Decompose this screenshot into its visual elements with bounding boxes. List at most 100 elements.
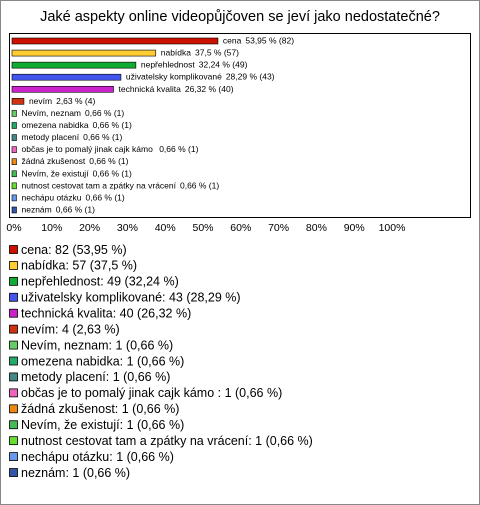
bar [11,158,17,165]
legend-swatch [9,356,18,366]
legend-label: nechápu otázku: 1 (0,66 %) [21,450,174,464]
legend-label: cena: 82 (53,95 %) [21,243,127,257]
x-tick-label: 70% [268,222,289,234]
legend-swatch [9,436,18,446]
bar [11,134,17,141]
value-label: 32,24 % (49) [199,60,248,70]
bar-label: nabídka 37,5 % (57) [161,48,239,58]
legend-label: nutnost cestovat tam a zpátky na vrácení… [21,434,313,448]
x-tick-label: 10% [41,222,62,234]
legend-label: občas je to pomalý jinak cajk kámo : 1 (… [21,386,282,400]
bar [11,37,219,45]
value-label: 0,66 % (1) [89,156,128,166]
value-label: 0,66 % (1) [86,193,125,203]
legend-swatch [9,340,18,350]
category-label: omezena nabidka [21,120,88,130]
category-label: nabídka [161,48,192,58]
bar [11,98,25,105]
x-tick-label: 90% [344,222,365,234]
legend-swatch [9,276,18,286]
bar [11,206,17,214]
bar [11,122,17,129]
bar-label: nevím 2,63 % (4) [29,96,96,106]
bar [11,49,157,57]
legend-label: technická kvalita: 40 (26,32 %) [21,307,191,321]
category-label: Nevím, že existují [21,169,89,179]
x-tick-label: 20% [79,222,100,234]
value-label: 0,66 % (1) [85,108,124,118]
legend-label: uživatelsky komplikované: 43 (28,29 %) [21,291,241,305]
bar [11,85,114,93]
bar-label: omezena nabidka 0,66 % (1) [21,120,131,130]
legend-swatch [9,404,18,414]
bar-label: nechápu otázku 0,66 % (1) [21,193,124,203]
legend-label: Nevím, neznam: 1 (0,66 %) [21,338,173,352]
category-label: nechápu otázku [21,193,81,203]
value-label: 28,29 % (43) [226,72,275,82]
category-label: metody placení [21,132,79,142]
legend-swatch [9,420,18,430]
category-label: Nevím, neznam [21,108,81,118]
category-label: nepřehlednost [141,60,196,70]
legend-swatch [9,452,18,461]
bar [11,182,17,190]
bar-label: metody placení 0,66 % (1) [21,132,122,142]
bar-label: žádná zkušenost 0,66 % (1) [21,156,128,166]
plot-frame [9,33,471,218]
value-label: 0,66 % (1) [83,132,122,142]
legend-label: metody placení: 1 (0,66 %) [21,370,170,384]
bar-label: technická kvalita 26,32 % (40) [118,84,233,94]
x-tick-label: 0% [6,222,21,234]
category-label: technická kvalita [118,84,181,94]
value-label: 0,66 % (1) [56,205,95,215]
legend-swatch [9,388,18,398]
category-label: cena [223,36,242,46]
bar-label: Nevím, neznam 0,66 % (1) [21,108,124,118]
x-tick-label: 60% [230,222,251,234]
legend-label: nabídka: 57 (37,5 %) [21,259,137,273]
legend-swatch [9,292,18,302]
category-label: žádná zkušenost [21,156,85,166]
value-label: 0,66 % (1) [93,120,132,130]
value-label: 53,95 % (82) [245,36,294,46]
legend-swatch [9,372,18,382]
bar-label: občas je to pomalý jinak cajk kámo 0,66 … [21,144,198,154]
legend-swatch [9,308,18,318]
bar [11,146,17,153]
legend-swatch [9,324,18,334]
bar-label: neznám 0,66 % (1) [21,205,95,215]
legend-label: žádná zkušenost: 1 (0,66 %) [21,402,179,416]
chart-title: Jaké aspekty online videopůjčoven se jev… [40,9,440,25]
x-tick-label: 40% [155,222,176,234]
bar-label: Nevím, že existují 0,66 % (1) [21,169,131,179]
legend-swatch [9,468,18,477]
x-tick-label: 100% [379,222,406,234]
bar [11,73,122,81]
bar [11,194,17,202]
value-label: 0,66 % (1) [180,181,219,191]
legend-label: nevím: 4 (2,63 %) [21,322,120,336]
legend-swatch [9,261,18,270]
category-label: nevím [29,96,52,106]
value-label: 37,5 % (57) [195,48,239,58]
x-tick-label: 80% [306,222,327,234]
value-label: 0,66 % (1) [93,169,132,179]
legend-label: omezena nabidka: 1 (0,66 %) [21,354,184,368]
category-label: občas je to pomalý jinak cajk kámo [21,144,155,154]
category-label: nutnost cestovat tam a zpátky na vrácení [21,181,176,191]
value-label: 2,63 % (4) [56,96,95,106]
legend-label: neznám: 1 (0,66 %) [21,466,130,480]
legend-label: Nevím, že existují: 1 (0,66 %) [21,418,184,432]
category-label: uživatelsky komplikované [126,72,222,82]
bar-label: nutnost cestovat tam a zpátky na vrácení… [21,181,219,191]
bar [11,61,137,69]
legend-label: nepřehlednost: 49 (32,24 %) [21,275,179,289]
category-label: neznám [21,205,51,215]
x-tick-label: 30% [117,222,138,234]
bar [11,170,17,178]
value-label: 26,32 % (40) [185,84,234,94]
value-label: 0,66 % (1) [159,144,198,154]
bar-label: uživatelsky komplikované 28,29 % (43) [126,72,275,82]
